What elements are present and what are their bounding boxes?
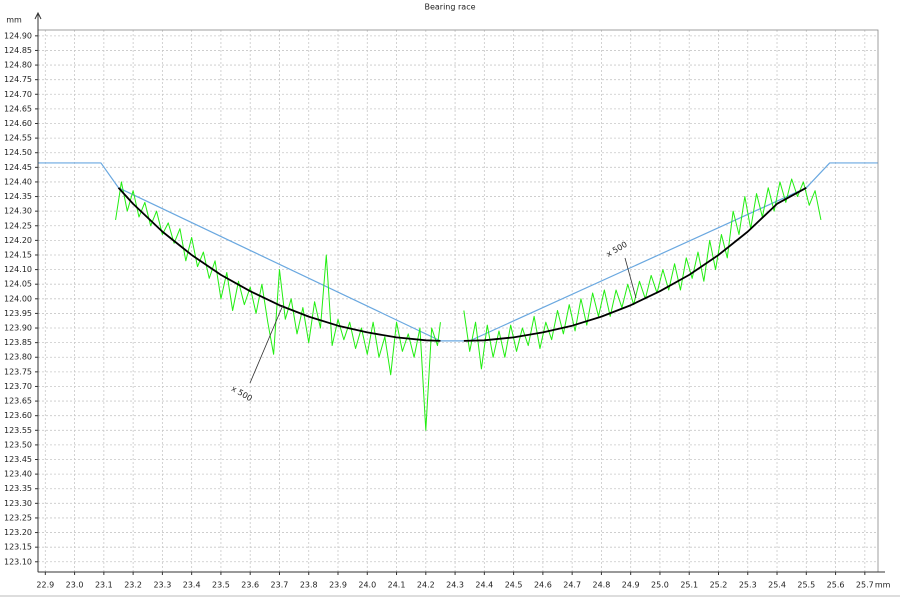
x-tick-label: 25.0 bbox=[651, 581, 669, 590]
y-axis-arrow bbox=[34, 11, 42, 20]
y-tick-label: 123.40 bbox=[4, 470, 32, 479]
y-tick-label: 124.80 bbox=[4, 61, 32, 70]
x-tick-label: 25.5 bbox=[797, 581, 815, 590]
series-line bbox=[38, 162, 878, 342]
y-tick-label: 123.90 bbox=[4, 324, 32, 333]
y-tick-label: 124.75 bbox=[4, 75, 32, 84]
x-tick-label: 24.2 bbox=[417, 581, 435, 590]
y-tick-label: 123.25 bbox=[4, 513, 32, 522]
y-tick-label: 124.45 bbox=[4, 163, 32, 172]
chart-title: Bearing race bbox=[424, 3, 475, 12]
x-tick-label: 24.5 bbox=[505, 581, 523, 590]
y-tick-label: 123.15 bbox=[4, 543, 32, 552]
y-tick-label: 124.90 bbox=[4, 31, 32, 40]
x-tick-label: 23.2 bbox=[124, 581, 142, 590]
x-tick-label: 24.8 bbox=[593, 581, 611, 590]
y-tick-label: 124.15 bbox=[4, 250, 32, 259]
y-tick-label: 124.10 bbox=[4, 265, 32, 274]
y-tick-label: 124.20 bbox=[4, 236, 32, 245]
y-axis-label: mm bbox=[6, 16, 22, 25]
y-tick-label: 124.30 bbox=[4, 207, 32, 216]
y-tick-label: 124.85 bbox=[4, 46, 32, 55]
annotation-leader bbox=[249, 304, 284, 384]
x-tick-label: 22.9 bbox=[36, 581, 54, 590]
x-tick-label: 23.0 bbox=[66, 581, 84, 590]
x-tick-label: 25.4 bbox=[768, 581, 786, 590]
y-tick-label: 124.55 bbox=[4, 134, 32, 143]
plot bbox=[38, 162, 878, 431]
x-tick-label: 23.8 bbox=[300, 581, 318, 590]
y-tick-label: 124.70 bbox=[4, 90, 32, 99]
y-tick-label: 124.65 bbox=[4, 104, 32, 113]
y-tick-label: 123.55 bbox=[4, 426, 32, 435]
x-tick-label: 25.7 bbox=[856, 581, 874, 590]
x-tick-label: 23.9 bbox=[329, 581, 347, 590]
y-tick-label: 123.10 bbox=[4, 557, 32, 566]
y-tick-label: 123.85 bbox=[4, 338, 32, 347]
y-tick-label: 124.60 bbox=[4, 119, 32, 128]
y-tick-label: 123.45 bbox=[4, 455, 32, 464]
y-tick-label: 124.25 bbox=[4, 221, 32, 230]
x-tick-label: 25.3 bbox=[739, 581, 757, 590]
y-tick-label: 124.05 bbox=[4, 280, 32, 289]
y-tick-label: 123.60 bbox=[4, 411, 32, 420]
series-line bbox=[117, 186, 807, 342]
y-tick-label: 123.70 bbox=[4, 382, 32, 391]
y-tick-label: 124.00 bbox=[4, 294, 32, 303]
x-tick-label: 24.1 bbox=[388, 581, 406, 590]
x-tick-label: 23.7 bbox=[271, 581, 289, 590]
annotation-leader bbox=[624, 257, 637, 299]
x-tick-label: 24.0 bbox=[358, 581, 376, 590]
x-tick-label: 23.5 bbox=[212, 581, 230, 590]
x-tick-label: 23.4 bbox=[183, 581, 201, 590]
x-tick-label: 23.3 bbox=[153, 581, 171, 590]
y-tick-label: 124.35 bbox=[4, 192, 32, 201]
series-line bbox=[115, 178, 822, 431]
x-tick-label: 24.6 bbox=[534, 581, 552, 590]
x-tick-label: 24.7 bbox=[563, 581, 581, 590]
y-tick-label: 123.30 bbox=[4, 499, 32, 508]
x-tick-label: 25.1 bbox=[680, 581, 698, 590]
x-tick-label: 23.6 bbox=[241, 581, 259, 590]
y-tick-label: 123.95 bbox=[4, 309, 32, 318]
y-tick-label: 124.40 bbox=[4, 177, 32, 186]
y-tick-label: 123.20 bbox=[4, 528, 32, 537]
y-tick-label: 123.65 bbox=[4, 397, 32, 406]
x-axis-label: mm bbox=[875, 581, 891, 590]
x-tick-label: 24.4 bbox=[475, 581, 493, 590]
x-tick-label: 24.9 bbox=[622, 581, 640, 590]
x-tick-label: 24.3 bbox=[446, 581, 464, 590]
y-tick-label: 123.80 bbox=[4, 353, 32, 362]
x-tick-label: 25.2 bbox=[710, 581, 728, 590]
y-tick-label: 123.35 bbox=[4, 484, 32, 493]
y-tick-label: 123.75 bbox=[4, 367, 32, 376]
y-tick-label: 124.50 bbox=[4, 148, 32, 157]
x-tick-label: 23.1 bbox=[95, 581, 113, 590]
y-tick-label: 123.50 bbox=[4, 440, 32, 449]
x-tick-label: 25.6 bbox=[827, 581, 845, 590]
